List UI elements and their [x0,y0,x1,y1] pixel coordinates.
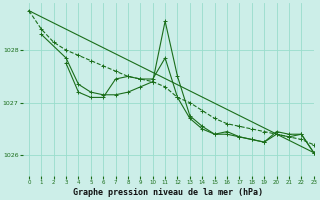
X-axis label: Graphe pression niveau de la mer (hPa): Graphe pression niveau de la mer (hPa) [73,188,263,197]
